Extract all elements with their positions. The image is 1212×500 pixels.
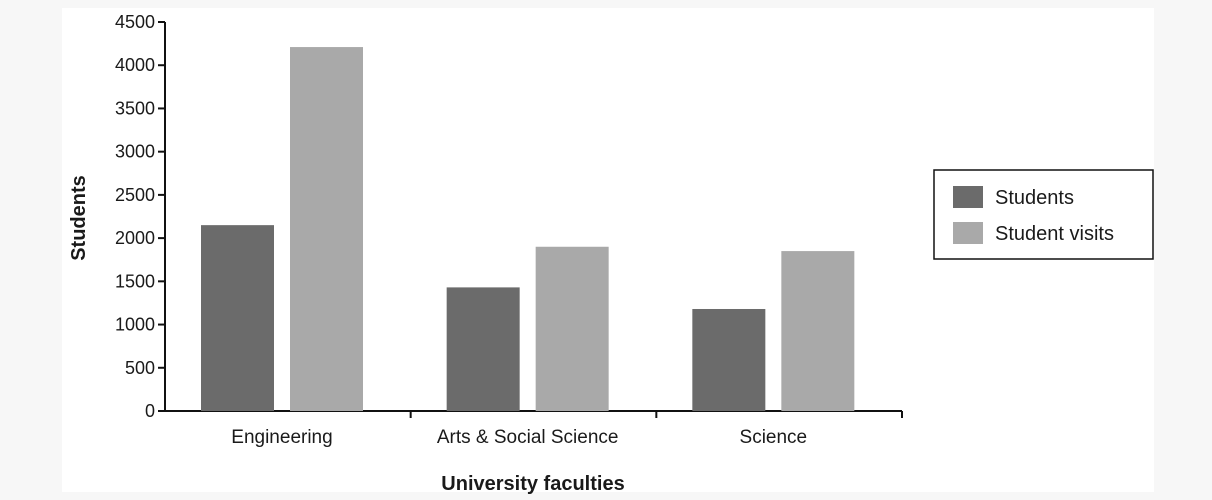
y-axis: 0 500 1000 1500 2000 2500 3000 3500 4000 4500: [115, 12, 166, 421]
y-tick-label: 2000: [115, 228, 155, 248]
y-tick-label: 4000: [115, 55, 155, 75]
x-tick-label: Arts & Social Science: [437, 427, 619, 448]
y-tick-label: 3000: [115, 142, 155, 162]
legend-swatch: [953, 186, 983, 208]
bar-students-engineering: [201, 225, 274, 411]
bar-student-visits-arts-social-science: [535, 246, 609, 411]
y-axis-title: Students: [68, 175, 90, 261]
chart-area: 0 500 1000 1500 2000 2500 3000 3500 4000 4500 Eng…: [62, 8, 1154, 495]
y-tick-label: 4500: [115, 12, 155, 32]
bars: [201, 47, 855, 412]
bar-students-science: [692, 308, 766, 411]
bar-student-visits-engineering: [290, 47, 363, 412]
legend-box: [933, 169, 1154, 260]
bar-chart: 0 500 1000 1500 2000 2500 3000 3500 4000 4500 Eng…: [68, 12, 1154, 495]
legend-label: Student visits: [995, 223, 1114, 245]
y-tick-label: 1500: [115, 271, 155, 291]
y-tick-label: 3500: [115, 98, 155, 118]
x-tick-label: Engineering: [231, 427, 332, 448]
x-axis: Engineering Arts & Social Science Science: [165, 410, 903, 448]
legend: Students Student visits: [933, 169, 1154, 260]
x-axis-title: University faculties: [441, 473, 624, 495]
bar-students-arts-social-science: [446, 287, 520, 411]
y-tick-label: 2500: [115, 185, 155, 205]
y-tick-label: 1000: [115, 315, 155, 335]
y-tick-label: 500: [125, 358, 155, 378]
x-tick-label: Science: [740, 427, 808, 448]
bar-student-visits-science: [781, 251, 855, 411]
legend-label: Students: [995, 187, 1074, 209]
legend-swatch: [953, 222, 983, 244]
y-tick-label: 0: [145, 401, 155, 421]
